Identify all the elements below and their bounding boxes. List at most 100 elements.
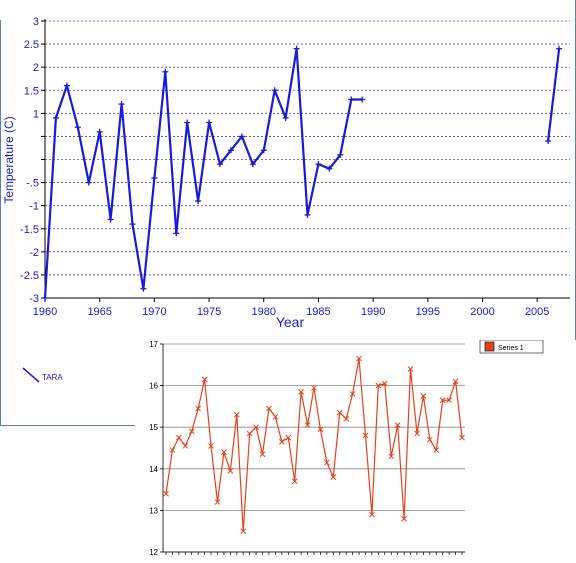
chart2-data-point	[414, 430, 420, 437]
chart1-data-point	[315, 161, 322, 168]
chart1-x-tick-label: 1965	[87, 306, 111, 318]
chart2-data-point	[459, 434, 465, 441]
chart1-data-point	[140, 285, 147, 292]
chart2-x-tick-marks	[165, 552, 463, 555]
chart2-data-point	[362, 432, 369, 439]
chart2-data-point	[195, 405, 202, 412]
panel-frame-left	[0, 20, 1, 426]
chart1-data-point	[545, 138, 552, 145]
chart2-data-point	[176, 434, 182, 441]
chart2-data-point	[426, 436, 433, 443]
chart1-data-point	[195, 198, 202, 205]
chart2-y-tick-label: 13	[149, 506, 158, 515]
chart2-y-tick-label: 14	[149, 465, 158, 474]
chart1-y-axis-label: Temperature (C)	[2, 116, 16, 203]
chart1-data-point	[271, 87, 278, 94]
chart1-x-tick-labels: 1960 1965 1970 1975 1980 1985 1990 1995 2000 2005	[33, 306, 550, 318]
chart2-data-point	[439, 397, 446, 404]
chart1-data-point	[348, 96, 355, 103]
panel-frame-bottom-left	[0, 425, 135, 426]
chart1-data-point	[227, 147, 234, 154]
chart2-y-tick-label: 12	[149, 548, 158, 557]
chart2-y-tick-label: 17	[149, 340, 158, 349]
chart1-data-point	[162, 68, 169, 75]
chart2-data-point	[188, 428, 195, 435]
chart1-data-point	[293, 45, 300, 52]
chart2-data-point	[356, 355, 362, 362]
chart2-data-point	[381, 380, 388, 387]
chart1-data-point	[85, 179, 92, 186]
chart1-y-tick-label: 3	[33, 16, 39, 28]
chart1-data-point	[42, 295, 48, 301]
chart2-y-tick-label: 15	[149, 423, 158, 432]
chart1-axes	[41, 19, 570, 302]
chart2-data-point	[298, 388, 304, 395]
chart1-data-point	[217, 161, 223, 168]
chart1-data-point	[129, 221, 136, 228]
chart1-data-point	[206, 119, 213, 126]
chart1-data-point	[359, 96, 366, 103]
chart1-series-line	[43, 47, 363, 299]
chart2-data-point	[420, 393, 427, 399]
chart2-data-point	[240, 528, 247, 535]
chart2-data-point	[227, 468, 234, 474]
chart2-series	[163, 355, 465, 535]
chart1-data-point	[74, 124, 81, 131]
series-1-chart: 12 13 14 15 16 17 Series 1	[135, 340, 576, 563]
chart2-data-point	[163, 490, 169, 497]
chart2-data-point	[291, 478, 298, 485]
chart1-data-point	[52, 114, 59, 121]
chart1-data-point	[63, 82, 70, 89]
chart1-y-tick-label: -.5	[26, 178, 39, 190]
chart2-data-point	[330, 474, 337, 480]
chart2-y-tick-label: 16	[149, 382, 158, 391]
temperature-anomaly-chart: -3-2.5-2-1.5-1-.511.522.53 1960 1965 1970 1…	[2, 16, 570, 330]
chart2-data-point	[253, 424, 259, 431]
chart1-y-tick-label: 1.5	[24, 85, 39, 97]
chart1-y-tick-label: 1	[33, 108, 39, 120]
chart2-data-point	[259, 451, 266, 458]
chart2-data-point	[394, 422, 401, 428]
chart1-data-point	[249, 161, 256, 168]
chart1-y-tick-label: -3	[29, 293, 39, 305]
chart1-y-tick-label: 2.5	[24, 39, 39, 51]
chart1-y-tick-label: -2	[29, 247, 39, 259]
chart1-data-point	[282, 114, 289, 121]
chart1-x-tick-label: 1960	[33, 306, 57, 318]
chart2-data-point	[311, 384, 317, 391]
chart2-legend-label: Series 1	[498, 345, 524, 352]
chart2-data-point	[452, 378, 459, 385]
chart1-data-point	[326, 165, 333, 172]
chart1-x-tick-label: 1970	[142, 306, 166, 318]
chart2-data-point	[317, 426, 324, 433]
chart1-series	[42, 45, 563, 301]
chart1-y-tick-label: -1.5	[20, 224, 39, 236]
chart2-data-point	[446, 397, 452, 404]
chart1-x-tick-label: 1990	[361, 306, 385, 318]
chart2-data-point	[266, 405, 272, 412]
chart1-x-axis-label: Year	[276, 314, 305, 330]
chart2-data-point	[433, 447, 440, 453]
chart1-x-tick-label: 1975	[197, 306, 221, 318]
chart2-data-point	[336, 409, 343, 416]
chart1-data-point	[118, 101, 125, 108]
chart2-legend: Series 1	[479, 340, 544, 354]
chart1-y-tick-label: -2.5	[20, 270, 39, 282]
chart2-data-point	[401, 515, 407, 522]
chart2-data-point	[388, 453, 395, 460]
chart2-data-point	[246, 430, 253, 437]
chart2-data-point	[233, 411, 240, 418]
chart2-data-point	[169, 447, 176, 453]
chart2-data-point	[182, 443, 189, 449]
chart2-data-point	[285, 434, 292, 441]
chart1-data-point	[96, 128, 103, 135]
chart1-series-line	[547, 48, 561, 142]
chart2-data-point	[208, 443, 214, 449]
chart2-background	[135, 340, 576, 563]
chart1-gridlines	[45, 20, 570, 299]
chart1-x-tick-label: 2000	[470, 306, 494, 318]
chart2-y-tick-labels: 12 13 14 15 16 17	[149, 340, 158, 557]
chart2-legend-swatch	[484, 341, 495, 352]
chart2-data-point	[343, 416, 350, 422]
